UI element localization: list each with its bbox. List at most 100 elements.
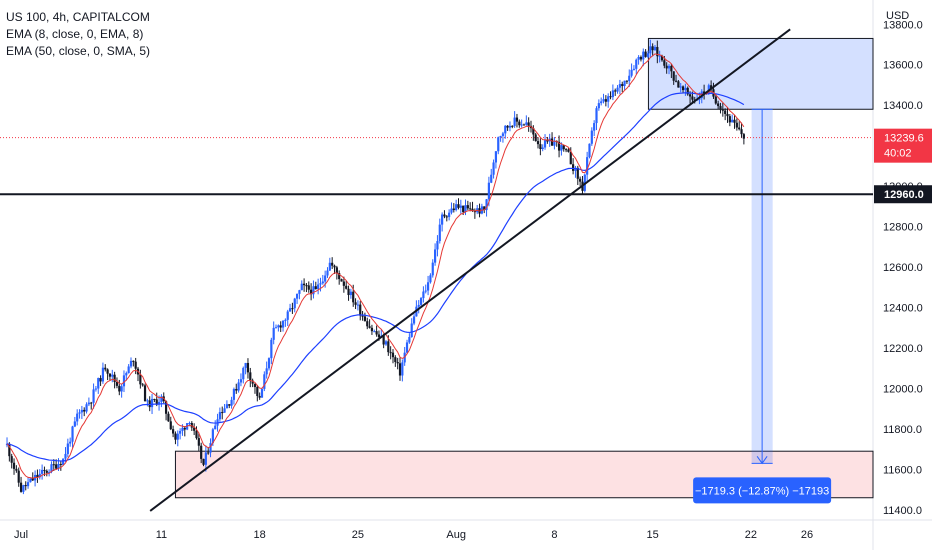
candle-body <box>340 279 343 282</box>
ema8-line <box>6 53 745 479</box>
candle-body <box>286 311 289 320</box>
candle-body <box>129 360 133 367</box>
candle-body <box>614 90 617 92</box>
candle-body <box>511 125 514 127</box>
candle-body <box>527 122 530 126</box>
candle-body <box>160 396 163 402</box>
candle-body <box>235 388 238 391</box>
candle-body <box>459 205 462 208</box>
candle-body <box>19 482 23 492</box>
candle-body <box>244 362 247 368</box>
current-price-label: 13239.6 <box>884 133 924 145</box>
candle-body <box>148 400 151 408</box>
candle-body <box>281 320 285 328</box>
candle-body <box>99 378 102 382</box>
candle-body <box>541 147 544 150</box>
candle-body <box>703 91 706 95</box>
candle-body <box>588 143 591 158</box>
candle-body <box>15 468 18 471</box>
currency-label: USD <box>886 10 909 22</box>
candle-body <box>562 145 565 150</box>
candle-body <box>401 362 404 376</box>
candle-body <box>471 208 474 212</box>
candle-body <box>391 352 395 358</box>
candle-body <box>506 125 509 128</box>
candle-body <box>719 106 722 110</box>
candle-body <box>174 433 177 440</box>
candle-body <box>738 127 741 130</box>
candle-body <box>441 214 444 225</box>
candle-body <box>740 129 743 135</box>
candle-body <box>688 94 692 97</box>
candle-body <box>466 205 469 209</box>
candle-body <box>146 400 149 402</box>
candle-body <box>352 291 355 303</box>
candle-body <box>728 116 731 123</box>
candle-body <box>202 458 205 465</box>
ema50-legend-label[interactable]: EMA (50, close, 0, SMA, 5) <box>6 44 151 58</box>
candle-body <box>279 325 282 328</box>
candle-body <box>560 145 563 151</box>
candle-body <box>443 214 446 217</box>
candle-body <box>97 378 100 389</box>
candle-body <box>218 412 221 420</box>
x-tick-label: Aug <box>446 529 466 541</box>
candle-body <box>499 135 502 138</box>
candle-body <box>10 456 13 463</box>
candle-body <box>698 98 701 100</box>
candle-body <box>190 423 193 428</box>
ema8-legend-label[interactable]: EMA (8, close, 0, EMA, 8) <box>6 27 144 41</box>
candle-body <box>363 316 367 322</box>
candle-body <box>223 408 226 413</box>
candle-body <box>366 321 369 327</box>
x-tick-label: 15 <box>647 529 659 541</box>
candle-body <box>490 174 493 183</box>
candle-body <box>457 204 460 208</box>
candle-body <box>621 84 624 87</box>
candle-body <box>384 341 388 345</box>
candle-body <box>38 473 41 478</box>
candle-body <box>473 211 476 213</box>
candle-body <box>576 167 579 179</box>
candle-body <box>195 430 198 439</box>
candle-body <box>214 425 217 430</box>
candle-body <box>534 134 537 142</box>
x-tick-label: 18 <box>254 529 266 541</box>
y-tick-label: 12600.0 <box>883 262 923 274</box>
candle-body <box>410 323 413 338</box>
candle-body <box>153 398 156 400</box>
candle-body <box>31 478 34 481</box>
candle-body <box>579 178 582 182</box>
candle-body <box>242 367 245 380</box>
candle-body <box>239 379 243 383</box>
candle-body <box>483 206 486 211</box>
candle-body <box>710 85 713 90</box>
candle-body <box>412 316 416 324</box>
symbol-title[interactable]: US 100, 4h, CAPITALCOM <box>6 10 150 24</box>
candle-body <box>593 123 596 131</box>
x-tick-label: Jul <box>14 529 28 541</box>
candle-body <box>546 140 549 142</box>
candle-body <box>90 402 93 404</box>
candle-body <box>681 86 685 91</box>
candle-body <box>101 367 105 382</box>
candle-body <box>595 108 598 124</box>
trendline <box>149 28 791 512</box>
candle-body <box>518 121 521 126</box>
candle-body <box>408 337 411 343</box>
candle-body <box>656 46 659 57</box>
candle-body <box>104 367 107 370</box>
candle-body <box>324 275 327 282</box>
candle-body <box>677 81 680 88</box>
candle-body <box>387 341 390 353</box>
candle-body <box>733 119 736 123</box>
candle-body <box>646 53 650 57</box>
candle-body <box>607 96 610 102</box>
candle-body <box>167 413 170 422</box>
candle-body <box>658 55 661 57</box>
candle-body <box>200 445 203 459</box>
candle-body <box>354 302 357 305</box>
candle-body <box>66 443 69 454</box>
candle-body <box>731 119 734 123</box>
